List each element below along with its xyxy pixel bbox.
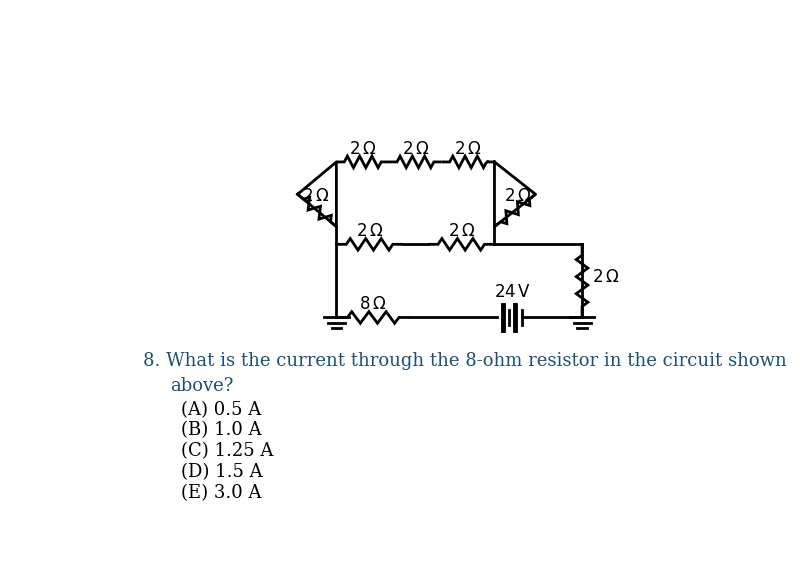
Text: (C) 1.25 A: (C) 1.25 A [182, 442, 274, 460]
Text: $2\,\Omega$: $2\,\Omega$ [302, 188, 329, 205]
Text: $2\,\Omega$: $2\,\Omega$ [592, 269, 619, 285]
Text: (E) 3.0 A: (E) 3.0 A [182, 484, 262, 502]
Text: $8\,\Omega$: $8\,\Omega$ [359, 296, 387, 313]
Text: $2\,\Omega$: $2\,\Omega$ [447, 223, 475, 240]
Text: above?: above? [170, 377, 233, 395]
Text: $2\,\Omega$: $2\,\Omega$ [349, 141, 377, 158]
Text: $2\,\Omega$: $2\,\Omega$ [402, 141, 429, 158]
Text: (A) 0.5 A: (A) 0.5 A [182, 401, 262, 419]
Text: $24\,\mathrm{V}$: $24\,\mathrm{V}$ [494, 284, 531, 301]
Text: 8. What is the current through the 8-ohm resistor in the circuit shown: 8. What is the current through the 8-ohm… [142, 352, 786, 370]
Text: (D) 1.5 A: (D) 1.5 A [182, 463, 263, 481]
Text: $2\,\Omega$: $2\,\Omega$ [356, 223, 383, 240]
Text: (B) 1.0 A: (B) 1.0 A [182, 421, 262, 439]
Text: $2\,\Omega$: $2\,\Omega$ [454, 141, 482, 158]
Text: $2\,\Omega$: $2\,\Omega$ [504, 188, 532, 205]
